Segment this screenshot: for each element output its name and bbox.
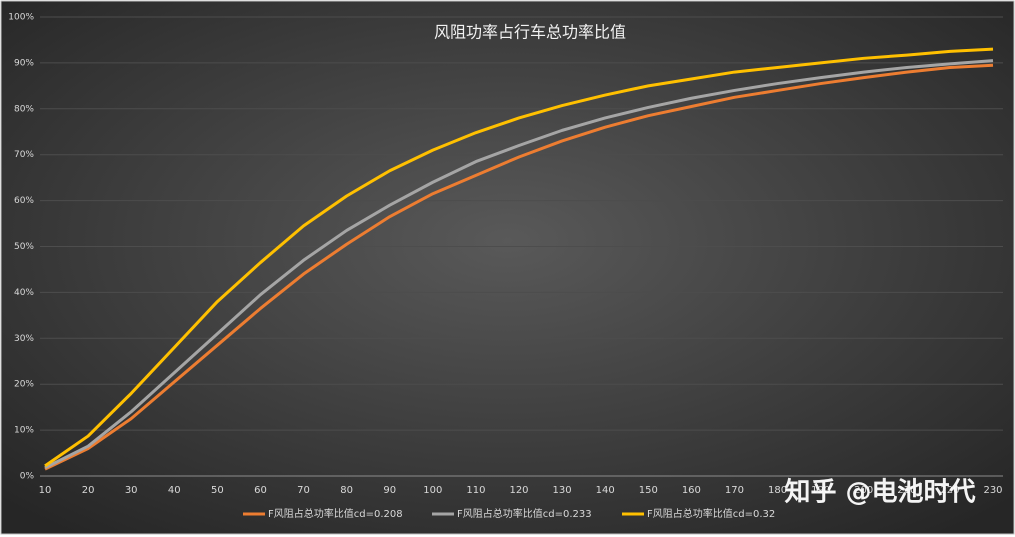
y-tick-label: 70% <box>14 150 34 160</box>
x-tick-label: 10 <box>39 485 52 496</box>
x-tick-label: 160 <box>682 485 701 496</box>
series-line <box>44 59 994 470</box>
x-tick-label: 210 <box>897 485 916 496</box>
x-tick-label: 110 <box>466 485 485 496</box>
x-tick-label: 190 <box>811 485 830 496</box>
lines <box>44 47 994 471</box>
x-tick-label: 200 <box>854 485 873 496</box>
x-tick-label: 70 <box>297 485 310 496</box>
legend-label: F风阻占总功率比值cd=0.208 <box>268 507 403 520</box>
series-line <box>44 63 994 471</box>
x-tick-label: 20 <box>82 485 95 496</box>
y-tick-label: 30% <box>14 334 34 344</box>
y-tick-label: 60% <box>14 196 34 206</box>
y-tick-label: 80% <box>14 104 34 114</box>
x-tick-label: 220 <box>940 485 959 496</box>
legend-label: F风阻占总功率比值cd=0.233 <box>457 507 592 520</box>
x-tick-label: 140 <box>596 485 615 496</box>
x-tick-label: 80 <box>340 485 353 496</box>
labels: 0% 10% 20% 30% 40% 50% 60% 70% 80% 90% 100% 10 20 30 4… <box>8 13 1002 521</box>
x-tick-label: 50 <box>211 485 224 496</box>
x-tick-label: 60 <box>254 485 267 496</box>
watermark: 知乎 @电池时代 <box>784 478 975 508</box>
y-tick-label: 10% <box>14 426 34 436</box>
legend-label: F风阻占总功率比值cd=0.32 <box>647 507 775 520</box>
x-tick-label: 130 <box>553 485 572 496</box>
x-tick-label: 150 <box>639 485 658 496</box>
x-tick-label: 30 <box>125 485 138 496</box>
x-tick-label: 230 <box>983 485 1002 496</box>
x-tick-label: 40 <box>168 485 181 496</box>
y-tick-label: 100% <box>8 13 34 23</box>
y-tick-label: 20% <box>14 380 34 390</box>
x-tick-label: 90 <box>383 485 396 496</box>
x-tick-label: 100 <box>423 485 442 496</box>
x-tick-label: 180 <box>768 485 787 496</box>
y-tick-label: 50% <box>14 242 34 252</box>
chart-title: 风阻功率占行车总功率比值 <box>434 23 626 42</box>
y-tick-label: 90% <box>14 58 34 68</box>
grid <box>40 16 1003 477</box>
series-line <box>44 47 994 468</box>
y-tick-label: 40% <box>14 288 34 298</box>
x-tick-label: 170 <box>725 485 744 496</box>
x-tick-label: 120 <box>509 485 528 496</box>
y-tick-label: 0% <box>20 472 35 482</box>
